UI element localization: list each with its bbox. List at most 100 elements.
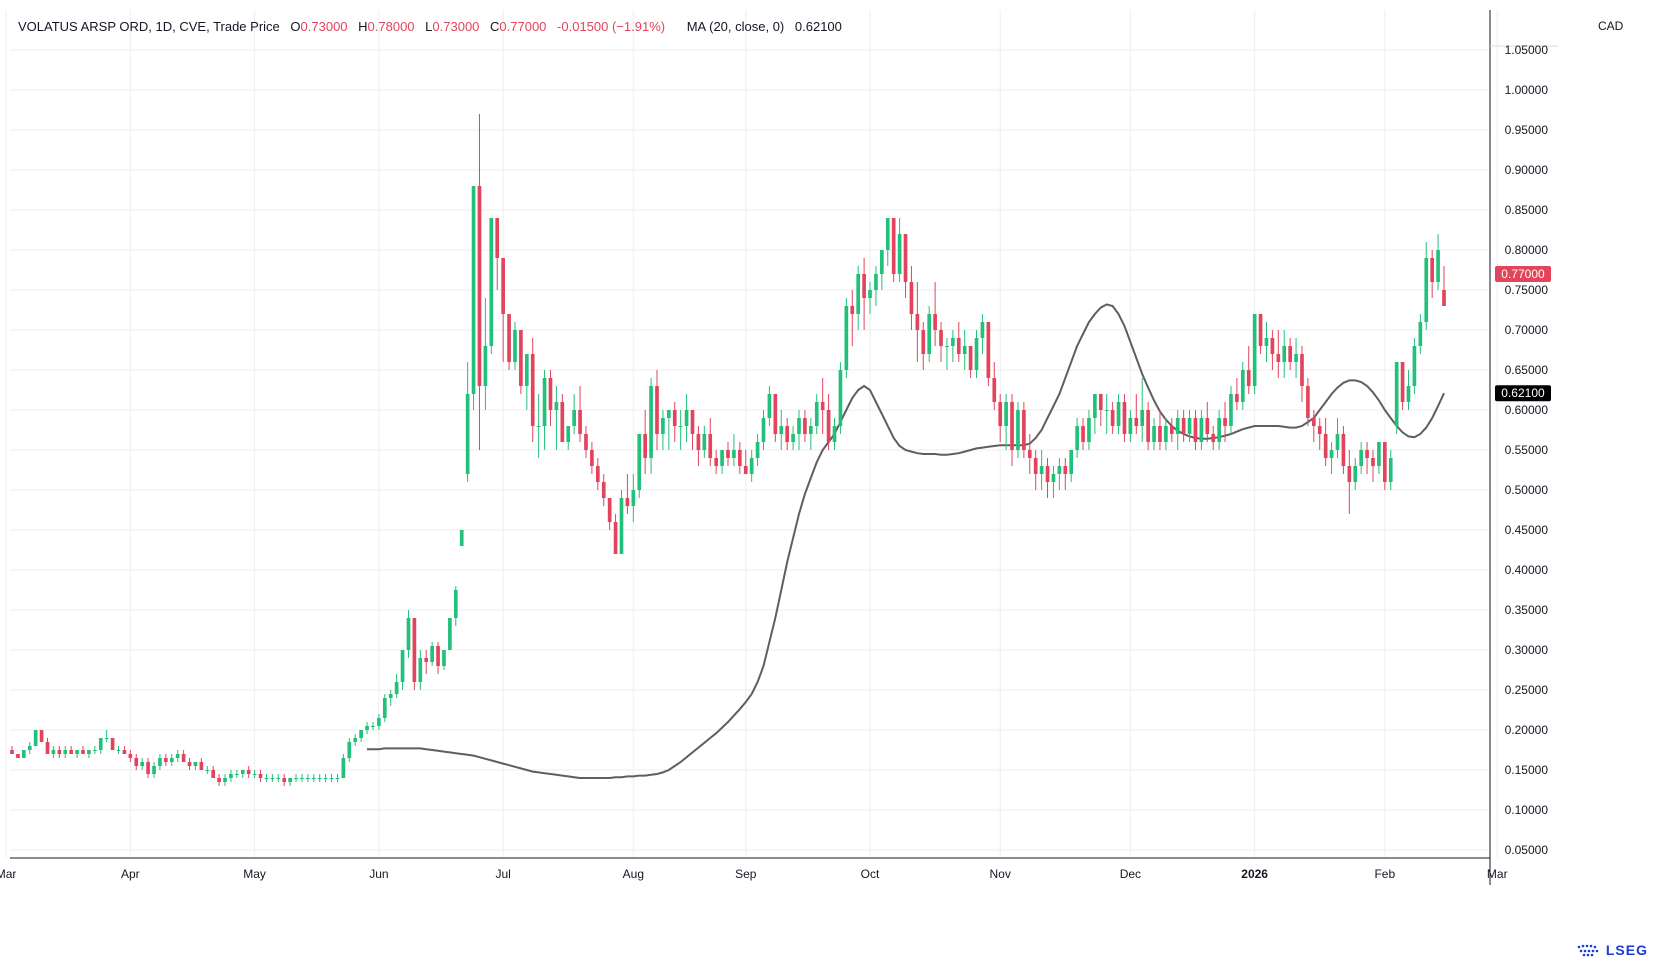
candle <box>1205 402 1210 442</box>
candle-body <box>1140 410 1145 426</box>
y-tick-label: 1.00000 <box>1505 83 1549 97</box>
candle <box>637 434 642 498</box>
candle-body <box>625 498 630 506</box>
last-price-tag-text: 0.77000 <box>1501 267 1545 281</box>
candle <box>666 410 671 450</box>
candle <box>51 746 56 758</box>
candle <box>57 746 62 758</box>
candle <box>270 774 275 782</box>
x-tick-label: 2026 <box>1241 867 1268 881</box>
candle-body <box>1175 418 1180 434</box>
candle <box>1288 338 1292 370</box>
moving-average-layer <box>367 303 1445 779</box>
candle <box>880 250 884 290</box>
candle-body <box>643 434 647 458</box>
candle <box>530 338 535 442</box>
candle-body <box>1116 402 1121 426</box>
candle <box>891 218 896 282</box>
candle-body <box>453 590 458 618</box>
candle <box>1223 402 1227 442</box>
candle <box>495 218 500 290</box>
candle <box>341 754 346 778</box>
candle <box>418 650 423 690</box>
candle <box>152 762 156 778</box>
candle <box>1377 442 1381 474</box>
candle-body <box>1016 410 1020 450</box>
candle-body <box>1010 402 1014 450</box>
candle-body <box>377 718 381 726</box>
candle-body <box>1323 434 1328 458</box>
candle <box>832 418 837 450</box>
candle <box>909 266 914 330</box>
candle <box>986 322 991 386</box>
candle-body <box>300 778 304 779</box>
candle-body <box>933 314 937 330</box>
candle-body <box>797 418 801 434</box>
candle-body <box>1128 418 1133 434</box>
candle <box>264 774 269 782</box>
candle <box>732 434 736 466</box>
candle-body <box>1033 458 1038 474</box>
candle-body <box>193 762 198 766</box>
candle <box>554 386 559 450</box>
candle-body <box>146 762 150 774</box>
candle <box>436 642 440 674</box>
candle <box>1282 330 1287 378</box>
candle-body <box>903 234 908 282</box>
candle <box>459 530 464 546</box>
candle <box>773 394 778 442</box>
candle <box>75 750 79 758</box>
y-tick-label: 0.60000 <box>1505 403 1549 417</box>
candle <box>631 474 636 522</box>
candle-body <box>128 754 133 758</box>
candle <box>779 410 784 450</box>
candle-body <box>116 750 121 751</box>
candle-body <box>39 730 44 742</box>
candle <box>933 282 937 346</box>
y-tick-label: 0.70000 <box>1505 323 1549 337</box>
y-tick-label: 0.50000 <box>1505 483 1549 497</box>
candle <box>696 426 701 466</box>
x-tick-label: Dec <box>1120 867 1141 881</box>
candle <box>1051 466 1056 498</box>
candle <box>365 722 369 734</box>
candle-body <box>530 354 535 426</box>
candle-body <box>22 750 26 758</box>
candle <box>1134 394 1139 434</box>
candle <box>181 750 186 762</box>
candle <box>1412 338 1417 394</box>
candle <box>1116 394 1121 434</box>
candle-body <box>1400 362 1405 402</box>
candle <box>453 586 458 626</box>
candle-body <box>211 770 216 778</box>
candle-body <box>595 466 600 482</box>
candle-body <box>16 754 20 758</box>
candle <box>134 754 139 770</box>
candle-body <box>359 730 363 738</box>
candle-body <box>122 750 127 754</box>
close-label: C <box>490 19 500 34</box>
y-tick-label: 0.30000 <box>1505 643 1549 657</box>
last-price-tag-bg <box>1495 266 1551 282</box>
x-tick-label: Aug <box>623 867 644 881</box>
candle-body <box>217 778 221 782</box>
candle <box>128 750 133 762</box>
x-tick-label: Mar <box>1487 867 1508 881</box>
candle <box>45 738 50 754</box>
candle-body <box>110 738 115 750</box>
candle-body <box>702 434 707 450</box>
candle <box>1246 346 1251 394</box>
candle-body <box>235 774 239 775</box>
y-tick-label: 0.15000 <box>1505 763 1549 777</box>
candle <box>826 394 831 450</box>
candle-body <box>87 750 91 754</box>
candle-body <box>1187 418 1192 434</box>
candle-body <box>98 738 103 750</box>
candle-body <box>613 522 618 554</box>
candle <box>1039 450 1044 490</box>
candle-body <box>465 394 470 474</box>
candle <box>1057 458 1062 490</box>
y-tick-label: 0.85000 <box>1505 203 1549 217</box>
candle <box>1382 442 1387 490</box>
